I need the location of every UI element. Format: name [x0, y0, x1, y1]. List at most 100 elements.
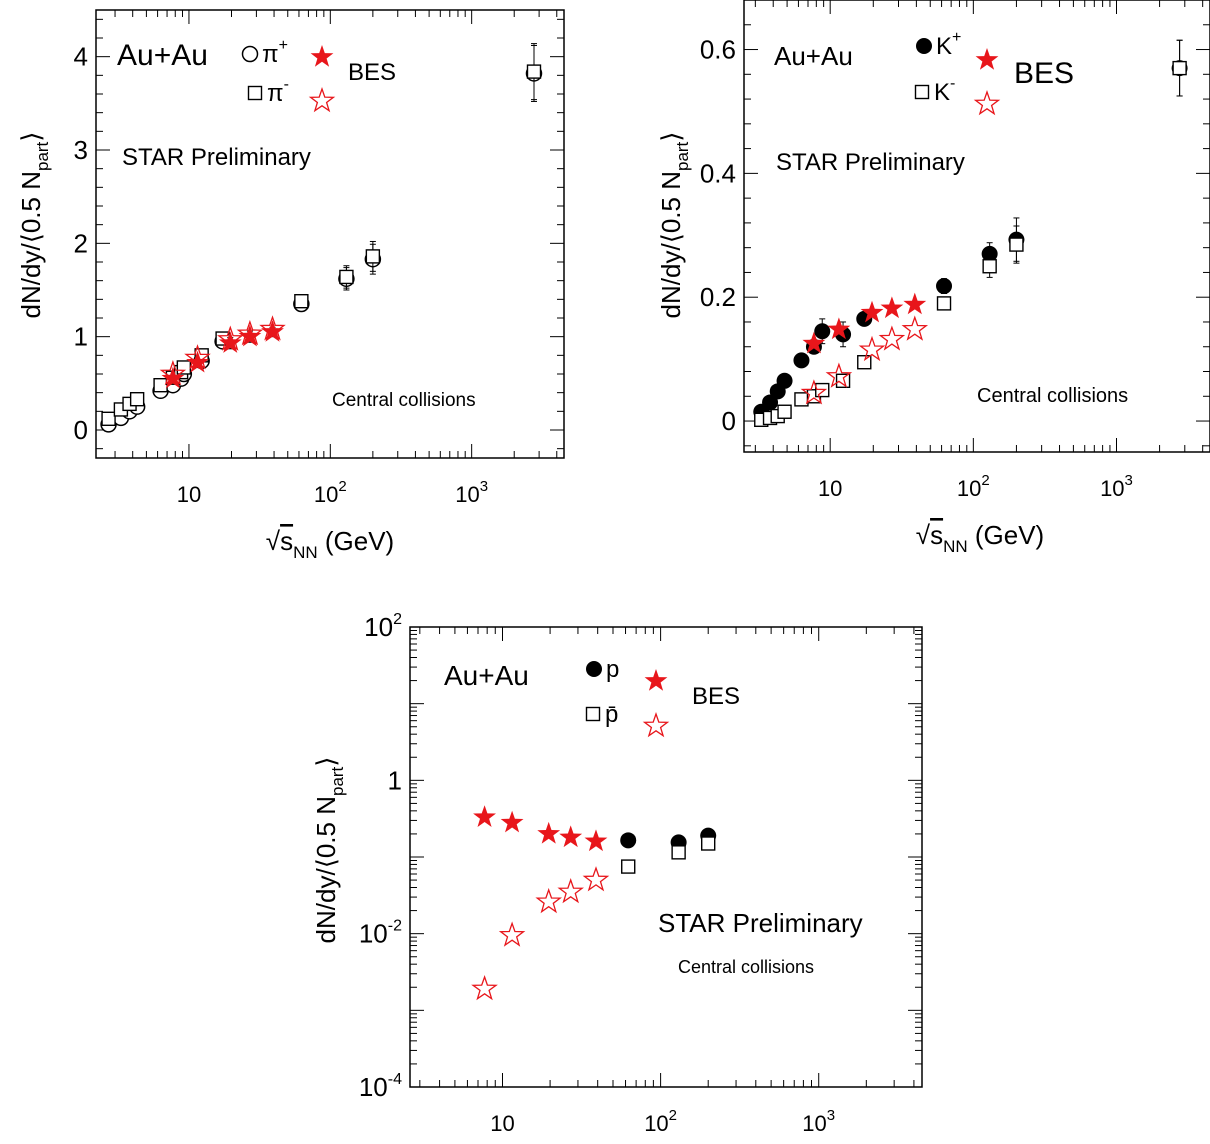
y-axis-end: ⟩ [311, 757, 341, 767]
y-tick-label: 0 [722, 406, 736, 436]
x-tick-base: 10 [490, 1111, 514, 1136]
sqrt-sign: √ [916, 520, 931, 550]
data-point [827, 317, 851, 340]
y-tick-label: 2 [74, 228, 88, 258]
y-tick-text: 0.6 [700, 35, 736, 65]
y-axis-title: dN/dy/⟨0.5 Npart⟩ [656, 132, 692, 319]
data-point [701, 836, 716, 851]
plot-frame [409, 626, 923, 1088]
y-tick-text: 4 [74, 42, 88, 72]
y-tick-label: 0.6 [700, 35, 736, 65]
y-tick-label: 4 [74, 42, 88, 72]
y-tick-base: 10 [359, 1072, 388, 1102]
data-point [582, 866, 610, 892]
data-point [903, 292, 927, 315]
data-point [936, 296, 952, 311]
data-point [793, 352, 810, 369]
data-point [835, 373, 851, 388]
data-point [777, 404, 792, 419]
series-k-bes [800, 315, 929, 405]
y-tick-label: 1 [388, 765, 402, 795]
data-point [159, 360, 187, 386]
x-ticks [114, 10, 558, 458]
data-point [261, 320, 284, 342]
preliminary-label: STAR Preliminary [776, 149, 965, 176]
x-tick-base: 10 [1100, 476, 1124, 501]
y-tick-exp: -4 [388, 1071, 402, 1088]
data-point [535, 887, 562, 914]
data-point [776, 372, 793, 389]
data-point [620, 832, 637, 849]
x-axis-title: √sNN (GeV) [916, 520, 1044, 556]
series-pbar-bes [471, 866, 610, 1001]
y-tick-label: 3 [74, 135, 88, 165]
series--bes [159, 315, 286, 386]
system-label: Au+Au [774, 41, 853, 71]
data-point [982, 259, 997, 274]
bes-label: BES [348, 59, 396, 86]
x-tick-base: 10 [455, 482, 479, 507]
x-axis-unit: (GeV) [968, 520, 1045, 550]
y-tick-text: 0 [74, 415, 88, 445]
legend-text: K [934, 79, 950, 106]
legend-label: p̄ [605, 701, 618, 728]
y-axis-main: dN/dy/⟨0.5 N [311, 796, 341, 943]
data-point [498, 921, 526, 947]
legend-text: π [262, 41, 279, 68]
data-point [936, 278, 953, 295]
y-tick-label: 1 [74, 322, 88, 352]
y-axis-sub: part [328, 766, 347, 796]
data-point [815, 382, 830, 398]
x-tick-exp: 3 [1125, 472, 1133, 489]
data-point [500, 810, 524, 833]
legend-star [310, 45, 334, 67]
x-tick-label: 103 [802, 1107, 835, 1136]
data-point [217, 325, 244, 351]
y-tick-label: 10-4 [359, 1071, 402, 1102]
x-tick-exp: 2 [981, 472, 989, 489]
data-point [176, 360, 192, 375]
x-tick-label: 10 [490, 1111, 514, 1136]
legend-star [308, 87, 336, 113]
data-point [101, 411, 116, 426]
centrality-label: Central collisions [678, 957, 814, 977]
data-point [671, 845, 686, 860]
data-point [218, 331, 242, 353]
x-tick-exp: 2 [669, 1107, 677, 1124]
data-point [825, 362, 853, 388]
x-tick-label: 103 [1100, 472, 1133, 501]
preliminary-label: STAR Preliminary [122, 144, 311, 171]
x-ticks [419, 627, 915, 1087]
data-point [365, 249, 381, 264]
data-point [559, 825, 583, 848]
data-point [800, 379, 828, 405]
data-point [858, 335, 886, 362]
legend-text: K [936, 33, 952, 60]
data-point [537, 821, 561, 844]
legend-marker [586, 661, 602, 677]
system-label: Au+Au [444, 660, 529, 691]
x-tick-label: 10 [818, 476, 842, 501]
x-tick-label: 10 [177, 482, 201, 507]
legend-text: p [606, 656, 619, 683]
data-point [857, 355, 872, 370]
x-tick-base: 10 [644, 1111, 668, 1136]
y-tick-text: 0 [722, 406, 736, 436]
y-tick-text: 0.2 [700, 282, 736, 312]
y-tick-label: 0.2 [700, 282, 736, 312]
data-point [621, 859, 636, 874]
legend-star [644, 669, 668, 691]
y-tick-text: 1 [74, 322, 88, 352]
y-axis-main: dN/dy/⟨0.5 N [656, 171, 686, 318]
y-axis-sub: part [673, 141, 692, 171]
legend-star [975, 48, 999, 70]
data-point [473, 805, 496, 827]
legend-marker [914, 84, 930, 100]
y-tick-label: 10-2 [359, 918, 402, 949]
legend-sup: + [952, 29, 961, 46]
data-point [471, 975, 498, 1001]
y-axis-end: ⟩ [16, 132, 46, 142]
x-axis-var: s [930, 520, 943, 550]
